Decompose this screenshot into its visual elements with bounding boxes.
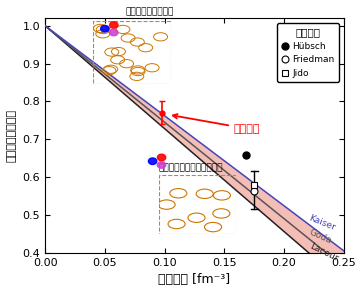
Legend: Hübsch, Friedman, Jido: Hübsch, Friedman, Jido [277, 23, 339, 82]
Text: クォーク凝縮が減っている: クォーク凝縮が減っている [159, 163, 223, 173]
Y-axis label: クォーク凝縮密度: クォーク凝縮密度 [7, 109, 17, 162]
Circle shape [148, 158, 157, 164]
Circle shape [110, 22, 118, 28]
Circle shape [158, 154, 166, 161]
Text: Goda: Goda [308, 228, 333, 246]
X-axis label: 物質密度 [fm⁻³]: 物質密度 [fm⁻³] [158, 273, 231, 286]
Circle shape [110, 29, 118, 36]
Text: Kaiser: Kaiser [308, 214, 337, 232]
Circle shape [101, 25, 109, 32]
Text: Lacour: Lacour [308, 242, 339, 263]
Circle shape [158, 162, 166, 168]
Text: クォーク凝縮が多い: クォーク凝縮が多い [126, 7, 174, 16]
Text: 実験結果: 実験結果 [173, 114, 260, 134]
